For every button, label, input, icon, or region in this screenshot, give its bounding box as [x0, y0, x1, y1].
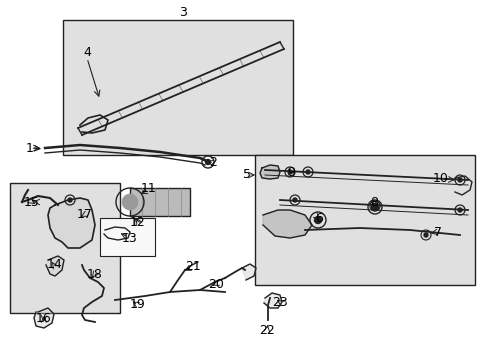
Text: 12: 12 — [130, 216, 145, 229]
Bar — [63, 20, 292, 155]
Text: 23: 23 — [271, 297, 287, 310]
Circle shape — [314, 216, 321, 224]
Text: 15: 15 — [24, 195, 40, 208]
Bar — [10, 183, 120, 313]
Text: 11: 11 — [141, 181, 157, 194]
Text: 19: 19 — [130, 298, 145, 311]
Text: 4: 4 — [83, 45, 91, 58]
Polygon shape — [260, 165, 280, 179]
Circle shape — [371, 203, 378, 211]
Text: 10: 10 — [432, 171, 448, 184]
Circle shape — [205, 159, 210, 165]
Text: 6: 6 — [314, 211, 322, 225]
Bar — [130, 188, 190, 216]
Circle shape — [372, 204, 376, 208]
Text: 5: 5 — [243, 168, 250, 181]
Text: 9: 9 — [286, 166, 294, 179]
Polygon shape — [264, 293, 282, 308]
Polygon shape — [34, 308, 54, 328]
Circle shape — [457, 178, 461, 182]
Text: 7: 7 — [433, 225, 441, 238]
Text: 20: 20 — [207, 278, 224, 291]
Text: 8: 8 — [369, 195, 377, 208]
Text: 22: 22 — [259, 324, 274, 337]
Text: 17: 17 — [77, 208, 93, 221]
Polygon shape — [242, 264, 256, 280]
Circle shape — [292, 198, 296, 202]
Bar — [254, 155, 474, 285]
Circle shape — [423, 233, 427, 237]
Text: 14: 14 — [47, 258, 63, 271]
Bar — [100, 218, 155, 256]
Circle shape — [305, 170, 309, 174]
Polygon shape — [48, 198, 95, 248]
Polygon shape — [46, 256, 64, 276]
Text: 16: 16 — [36, 311, 52, 324]
Text: 3: 3 — [179, 5, 186, 18]
Circle shape — [68, 198, 72, 202]
Circle shape — [122, 194, 138, 210]
Text: 21: 21 — [185, 261, 201, 274]
Circle shape — [287, 170, 291, 174]
Text: 13: 13 — [122, 231, 138, 244]
Circle shape — [457, 208, 461, 212]
Text: 2: 2 — [209, 157, 217, 170]
Text: 18: 18 — [87, 269, 103, 282]
Text: 1: 1 — [26, 141, 34, 154]
Polygon shape — [263, 210, 311, 238]
